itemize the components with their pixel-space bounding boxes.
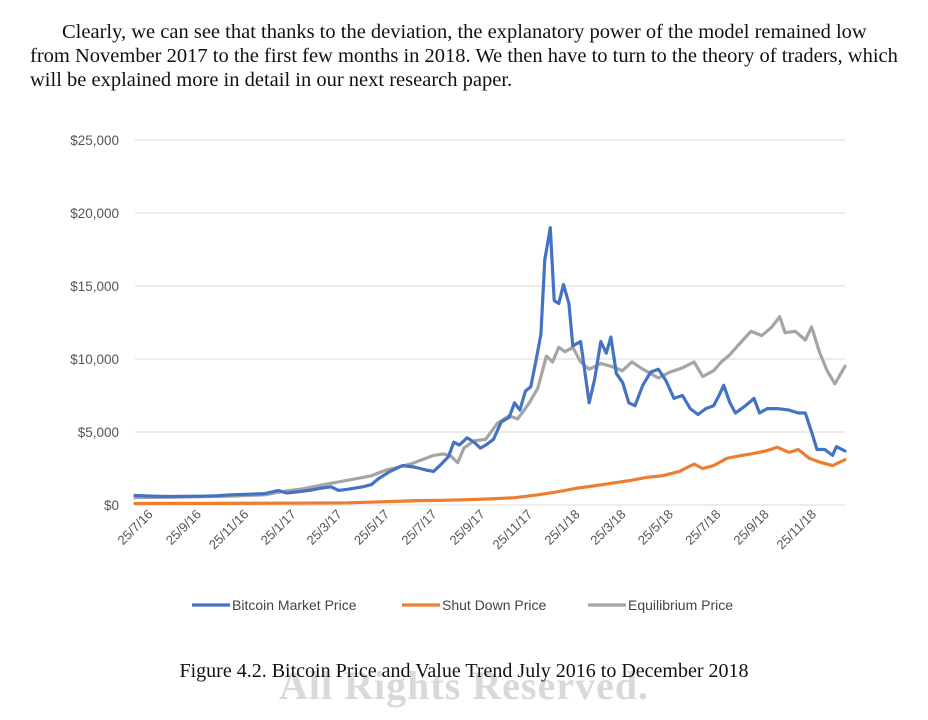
y-tick-label: $25,000 <box>70 133 119 148</box>
x-tick-label: 25/3/18 <box>587 507 628 548</box>
y-tick-label: $0 <box>104 498 119 513</box>
series-line-bitcoin-market-price <box>133 225 847 499</box>
x-tick-label: 25/3/17 <box>303 507 344 548</box>
x-tick-label: 25/11/16 <box>206 507 252 553</box>
watermark-text: All Rights Reserved. <box>279 663 649 708</box>
x-tick-label: 25/7/17 <box>398 507 439 548</box>
x-tick-label: 25/5/17 <box>351 507 392 548</box>
x-tick-label: 25/9/17 <box>447 507 488 548</box>
legend-label: Shut Down Price <box>442 597 546 613</box>
legend-label: Equilibrium Price <box>628 597 733 613</box>
figure-caption: Figure 4.2. Bitcoin Price and Value Tren… <box>179 660 749 682</box>
legend-label: Bitcoin Market Price <box>232 597 357 613</box>
series-line-shut-down-price <box>133 445 847 506</box>
y-tick-label: $10,000 <box>70 352 119 367</box>
y-tick-label: $15,000 <box>70 279 119 294</box>
x-tick-label: 25/11/17 <box>490 507 536 553</box>
x-tick-label: 25/9/16 <box>163 507 204 548</box>
series-line-equilibrium-price <box>133 315 847 500</box>
x-tick-label: 25/1/18 <box>541 507 582 548</box>
x-tick-label: 25/1/17 <box>258 507 299 548</box>
y-tick-label: $5,000 <box>78 425 119 440</box>
price-trend-chart: $0 $5,000 $10,000 $15,000 $20,000 $25,000 25/7… <box>0 118 928 628</box>
x-tick-label: 25/11/18 <box>773 507 819 553</box>
chart-svg: $0 $5,000 $10,000 $15,000 $20,000 $25,000 25/7… <box>70 133 847 613</box>
x-tick-label: 25/5/18 <box>635 507 676 548</box>
x-tick-label: 25/9/18 <box>730 507 771 548</box>
x-tick-label: 25/7/18 <box>682 507 723 548</box>
y-tick-label: $20,000 <box>70 206 119 221</box>
x-tick-label: 25/7/16 <box>115 507 156 548</box>
body-paragraph: Clearly, we can see that thanks to the d… <box>30 21 898 91</box>
